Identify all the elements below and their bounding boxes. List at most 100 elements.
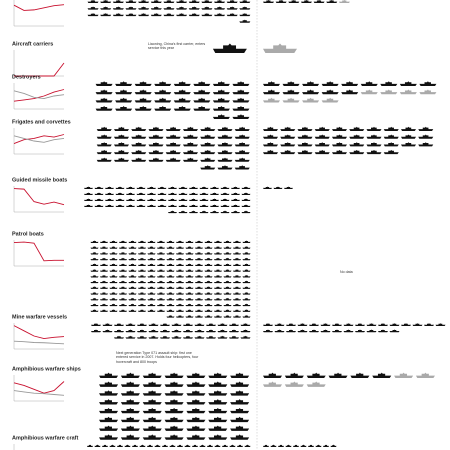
ship — [338, 0, 350, 3]
ship — [263, 89, 280, 95]
ship — [212, 89, 230, 95]
ship — [94, 198, 104, 202]
ship — [148, 323, 159, 326]
ship — [157, 186, 167, 189]
ship — [138, 280, 146, 284]
ship — [217, 157, 233, 162]
ship — [222, 444, 228, 447]
ship — [109, 303, 118, 307]
ship — [201, 13, 213, 17]
ship — [90, 309, 99, 312]
ship — [226, 13, 238, 17]
ship — [177, 444, 183, 447]
ship — [163, 0, 175, 3]
ship — [229, 329, 239, 333]
ship — [239, 6, 251, 10]
ship — [242, 240, 251, 243]
ship — [280, 134, 296, 139]
ship — [192, 444, 198, 447]
ship — [112, 6, 124, 10]
ship — [214, 315, 222, 318]
ship — [154, 106, 172, 111]
ship — [217, 142, 233, 147]
ship — [169, 444, 176, 447]
ship — [147, 444, 153, 447]
ship — [241, 192, 251, 196]
ship — [189, 192, 198, 196]
ship — [147, 192, 156, 196]
ship — [119, 240, 127, 243]
ship — [280, 149, 296, 155]
ship — [178, 192, 188, 196]
ship — [314, 126, 330, 131]
ship — [119, 297, 127, 301]
ship — [284, 372, 304, 378]
ship — [193, 89, 211, 95]
ship — [366, 142, 382, 147]
ship — [214, 297, 222, 301]
ship — [99, 390, 119, 396]
ship — [164, 425, 184, 431]
ship — [112, 13, 124, 17]
ship — [119, 280, 127, 284]
ship — [195, 315, 203, 318]
ship — [263, 372, 282, 378]
ship — [389, 329, 400, 333]
ship — [183, 149, 198, 155]
ship — [139, 444, 146, 447]
ship — [212, 106, 230, 111]
ship — [321, 81, 339, 86]
ship — [229, 444, 236, 447]
ship — [332, 142, 347, 147]
ship — [214, 303, 222, 307]
ship — [138, 309, 146, 312]
ship — [302, 89, 320, 95]
ship — [380, 89, 398, 95]
ship — [99, 372, 119, 378]
ship — [157, 240, 165, 243]
ship — [220, 192, 230, 196]
ship — [349, 134, 365, 139]
ship — [138, 269, 146, 272]
ship — [200, 157, 216, 162]
ship — [184, 444, 191, 447]
ship — [204, 274, 213, 278]
ship — [176, 297, 184, 301]
ship — [297, 142, 313, 147]
ship — [286, 323, 296, 326]
ship — [176, 0, 188, 3]
ship — [109, 444, 116, 447]
ship — [332, 149, 347, 155]
ship — [186, 416, 206, 423]
ship — [100, 269, 108, 272]
ship — [99, 434, 119, 440]
ship — [242, 280, 251, 284]
ship — [223, 315, 232, 318]
ship — [90, 263, 99, 266]
ship — [204, 251, 213, 255]
ship — [183, 126, 198, 131]
ship — [231, 186, 240, 189]
ship — [214, 0, 226, 3]
ship — [314, 149, 330, 155]
ship — [166, 240, 175, 243]
ship — [232, 81, 250, 86]
ship — [157, 297, 165, 301]
ship — [263, 81, 280, 86]
ship — [165, 157, 181, 162]
ship — [166, 315, 175, 318]
ship — [195, 263, 203, 266]
ship — [96, 142, 112, 147]
ship — [114, 157, 129, 162]
ship — [176, 246, 184, 249]
ship — [109, 274, 118, 278]
ship — [115, 97, 133, 103]
annotation: Next generation Type 071 assault ship: f… — [116, 351, 199, 364]
ship — [105, 204, 114, 208]
ship — [157, 286, 165, 289]
ship — [297, 126, 313, 131]
ship — [214, 251, 222, 255]
ship — [124, 444, 131, 447]
section-title: Guided missile boats — [12, 177, 67, 183]
